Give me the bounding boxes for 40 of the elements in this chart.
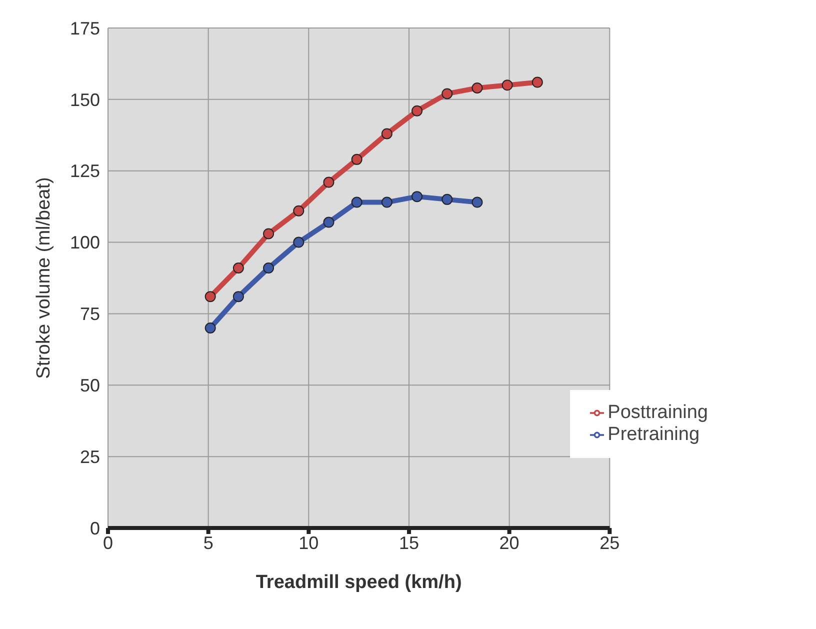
y-tick-label: 0	[90, 518, 100, 538]
point	[351, 196, 362, 208]
point	[293, 236, 304, 248]
point	[472, 82, 483, 94]
legend-label: Posttraining	[608, 402, 708, 423]
legend-label: Pretraining	[608, 424, 700, 445]
y-tick-label: 75	[80, 304, 100, 324]
point	[204, 291, 216, 302]
point	[442, 194, 453, 205]
point	[412, 191, 423, 202]
x-tick-label: 25	[600, 532, 620, 553]
point	[532, 76, 543, 88]
point	[502, 80, 513, 91]
point	[442, 88, 453, 100]
x-tick-label: 15	[398, 532, 420, 553]
point	[232, 291, 244, 302]
point	[263, 262, 274, 274]
y-tick-label: 25	[80, 446, 100, 467]
point	[381, 196, 392, 208]
y-tick-label: 100	[70, 232, 100, 253]
point	[323, 216, 334, 228]
x-tick-label: 10	[298, 532, 319, 553]
x-tick-label: 5	[203, 532, 214, 553]
x-axis-title: Treadmill speed (km/h)	[256, 572, 462, 593]
point	[263, 228, 274, 240]
point	[472, 196, 483, 208]
x-tick-label: 0	[102, 532, 114, 553]
y-axis-title: Stroke volume (ml/beat)	[34, 177, 55, 379]
point	[351, 154, 362, 165]
point	[381, 128, 392, 140]
y-tick-label: 150	[70, 90, 100, 110]
point	[293, 205, 304, 216]
point	[323, 176, 334, 188]
y-tick-label: 175	[70, 18, 100, 38]
x-tick-label: 20	[499, 532, 520, 553]
point	[412, 105, 423, 116]
point	[204, 322, 216, 334]
y-tick-label: 50	[80, 376, 100, 396]
y-tick-label: 125	[70, 161, 100, 182]
point	[232, 262, 244, 274]
